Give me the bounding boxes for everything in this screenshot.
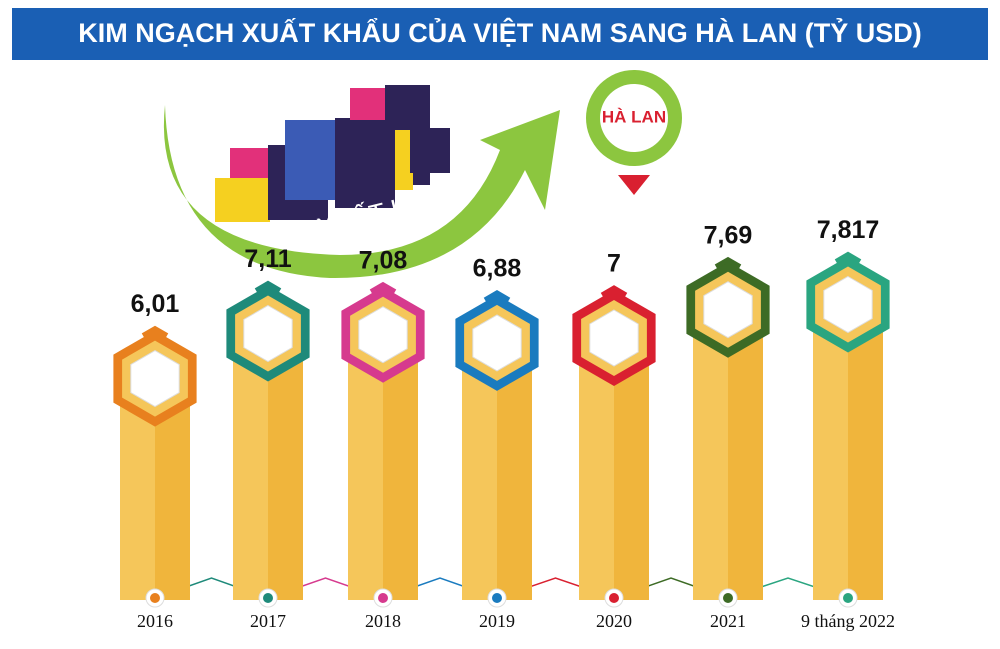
chevron [834, 251, 862, 264]
pin-label: HÀ LAN [602, 107, 666, 126]
bar-cap [455, 294, 539, 391]
chevron [254, 280, 282, 293]
bar-cap [686, 261, 770, 358]
title-bar [12, 8, 988, 60]
cap-inner [703, 281, 753, 339]
location-pin [586, 70, 682, 195]
bar-cap [113, 330, 197, 427]
chevron [141, 325, 169, 338]
dot [723, 593, 733, 603]
bar-cap [341, 286, 425, 383]
x-tick-label: 2017 [250, 611, 286, 631]
x-tick-label: 2016 [137, 611, 173, 631]
value-label: 6,88 [473, 255, 522, 283]
chevron [600, 285, 628, 298]
dot [843, 593, 853, 603]
chevron [369, 281, 397, 294]
x-tick-label: 2020 [596, 611, 632, 631]
value-label: 7,11 [244, 245, 291, 273]
bar-cap [572, 290, 656, 386]
value-label: 7,69 [704, 221, 753, 249]
cap-inner [243, 304, 293, 363]
dot [263, 593, 273, 603]
value-label: 7 [607, 250, 621, 278]
dot [609, 593, 619, 603]
x-tick-label: 2021 [710, 611, 746, 631]
export-arrow [163, 105, 560, 279]
value-label: 7,817 [817, 216, 880, 244]
dot [150, 593, 160, 603]
chevron [483, 290, 511, 303]
cap-inner [589, 309, 639, 367]
cap-inner [823, 275, 873, 334]
x-tick-label: 9 tháng 2022 [801, 611, 895, 631]
cap-inner [130, 350, 180, 408]
dot [492, 593, 502, 603]
chart-title: KIM NGẠCH XUẤT KHẨU CỦA VIỆT NAM SANG HÀ… [78, 16, 921, 48]
cap-inner [358, 306, 408, 364]
x-tick-label: 2019 [479, 611, 515, 631]
value-label: 6,01 [131, 290, 180, 318]
bar-cap [226, 285, 310, 382]
dot [378, 593, 388, 603]
containers [215, 85, 450, 222]
value-label: 7,08 [359, 246, 408, 274]
bar-cap [806, 256, 890, 353]
x-tick-label: 2018 [365, 611, 401, 631]
chevron [714, 256, 742, 269]
cap-inner [472, 314, 522, 372]
